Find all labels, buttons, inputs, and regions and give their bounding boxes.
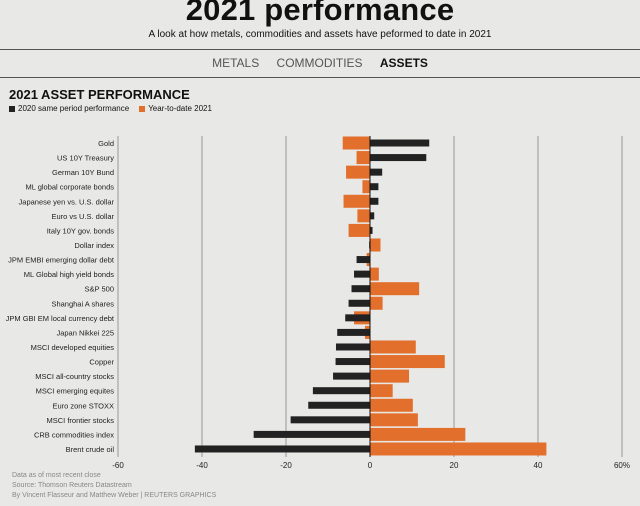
- category-label: CRB commodities index: [34, 430, 114, 439]
- category-label: MSCI emerging equites: [36, 387, 115, 396]
- bar-2020: [335, 358, 370, 366]
- category-label: MSCI developed equities: [31, 343, 115, 352]
- category-label: Copper: [89, 358, 114, 367]
- bar-2020: [370, 139, 430, 147]
- x-tick-label: 20: [450, 461, 459, 470]
- bar-ytd-2021: [348, 223, 370, 237]
- divider: [0, 77, 640, 78]
- page-title: 2021 performance: [185, 0, 455, 27]
- footnote-data: Data as of most recent close: [12, 472, 101, 479]
- bar-ytd-2021: [370, 355, 445, 369]
- page-subtitle: A look at how metals, commodities and as…: [148, 29, 492, 40]
- legend-item-ytd: Year-to-date 2021: [139, 104, 212, 113]
- bar-ytd-2021: [370, 442, 547, 456]
- category-label: German 10Y Bund: [52, 168, 114, 177]
- category-label: S&P 500: [85, 285, 114, 294]
- bar-2020: [194, 445, 370, 453]
- category-label: US 10Y Treasury: [57, 154, 114, 163]
- bar-ytd-2021: [370, 384, 393, 398]
- bar-2020: [308, 401, 370, 409]
- bar-2020: [370, 212, 375, 220]
- category-label: Gold: [98, 139, 114, 148]
- bar-2020: [348, 299, 370, 307]
- category-label: ML Global high yield bonds: [24, 270, 114, 279]
- bar-ytd-2021: [357, 209, 370, 223]
- category-label: ML global corporate bonds: [25, 183, 114, 192]
- tab-bar: METALS COMMODITIES ASSETS: [0, 56, 640, 70]
- legend-label: Year-to-date 2021: [148, 104, 212, 113]
- bar-ytd-2021: [370, 282, 420, 296]
- bar-ytd-2021: [356, 151, 370, 165]
- category-label: MSCI all-country stocks: [35, 372, 114, 381]
- chart-title: 2021 ASSET PERFORMANCE: [9, 87, 190, 102]
- bar-2020: [370, 197, 379, 205]
- bar-ytd-2021: [370, 427, 466, 441]
- bar-ytd-2021: [370, 238, 381, 252]
- bar-2020: [312, 387, 370, 395]
- bar-2020: [356, 256, 370, 264]
- bar-ytd-2021: [362, 180, 370, 194]
- bar-2020: [335, 343, 370, 351]
- category-label: Shanghai A shares: [51, 299, 114, 308]
- category-label: Japanese yen vs. U.S. dollar: [19, 197, 115, 206]
- category-label: Italy 10Y gov. bonds: [47, 226, 115, 235]
- bar-ytd-2021: [370, 267, 379, 281]
- divider: [0, 49, 640, 50]
- tab-metals[interactable]: METALS: [212, 56, 260, 70]
- bar-2020: [370, 226, 373, 234]
- category-label: Japan Nikkei 225: [56, 328, 114, 337]
- bar-ytd-2021: [343, 194, 370, 208]
- bar-2020: [370, 183, 379, 191]
- bar-ytd-2021: [370, 398, 413, 412]
- category-label: JPM EMBI emerging dollar debt: [8, 256, 115, 265]
- bar-2020: [354, 270, 370, 278]
- legend-item-2020: 2020 same period performance: [9, 104, 129, 113]
- category-label: Dollar index: [74, 241, 114, 250]
- bar-2020: [370, 168, 383, 176]
- x-tick-label: 0: [368, 461, 373, 470]
- category-label: Euro zone STOXX: [52, 401, 114, 410]
- bar-ytd-2021: [370, 413, 418, 427]
- bar-ytd-2021: [370, 340, 416, 354]
- tab-commodities[interactable]: COMMODITIES: [276, 56, 363, 70]
- bar-2020: [337, 328, 370, 336]
- footnote-credit: By Vincent Flasseur and Matthew Weber | …: [12, 492, 217, 499]
- bar-ytd-2021: [346, 165, 370, 179]
- bar-2020: [290, 416, 370, 424]
- x-tick-label: -40: [196, 461, 208, 470]
- category-label: JPM GBI EM local currency debt: [6, 314, 115, 323]
- category-label: Brent crude oil: [66, 445, 115, 454]
- legend-swatch: [9, 106, 15, 112]
- x-tick-label: -20: [280, 461, 292, 470]
- footnote-source: Source: Thomson Reuters Datastream: [12, 482, 132, 489]
- x-tick-label: 60%: [614, 461, 630, 470]
- bar-2020: [345, 314, 370, 322]
- legend-label: 2020 same period performance: [18, 104, 130, 113]
- category-label: MSCI frontier stocks: [46, 416, 114, 425]
- x-tick-label: -60: [112, 461, 124, 470]
- bar-ytd-2021: [370, 369, 410, 383]
- bar-2020: [370, 154, 427, 162]
- bar-ytd-2021: [342, 136, 370, 150]
- tab-assets[interactable]: ASSETS: [379, 56, 428, 70]
- legend: 2020 same period performance Year-to-dat…: [9, 104, 212, 113]
- bar-2020: [333, 372, 370, 380]
- bar-2020: [253, 430, 370, 438]
- legend-swatch: [139, 106, 146, 112]
- category-label: Euro vs U.S. dollar: [51, 212, 114, 221]
- bar-ytd-2021: [370, 296, 383, 310]
- x-tick-label: 40: [534, 461, 543, 470]
- bar-2020: [351, 285, 370, 293]
